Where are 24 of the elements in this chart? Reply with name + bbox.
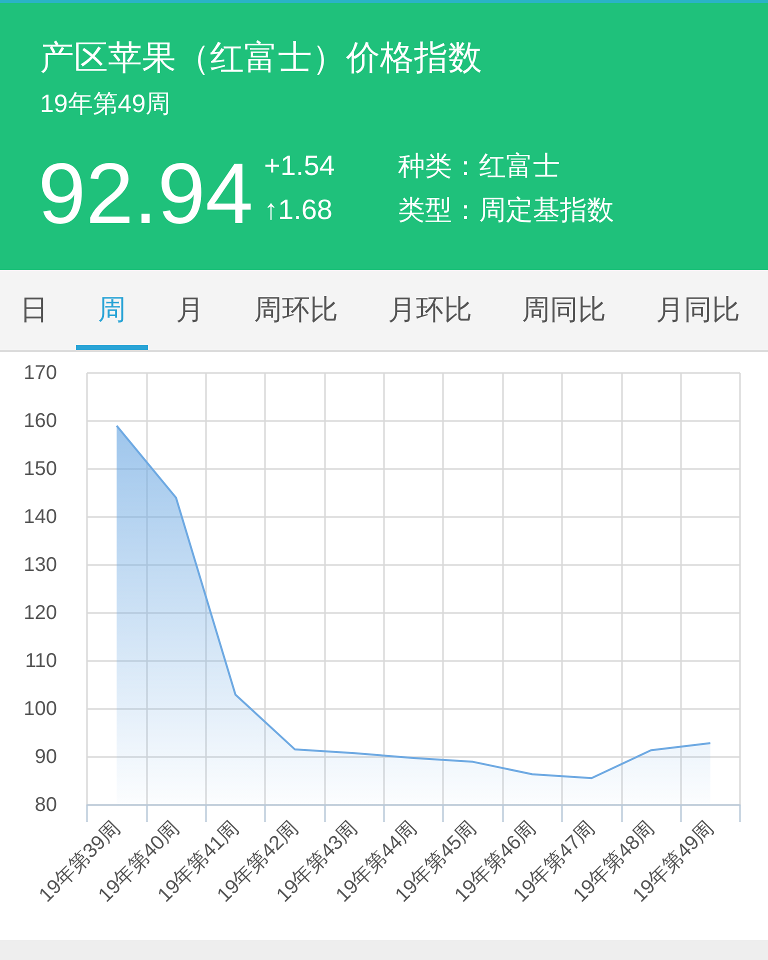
text: 日 [20,293,48,327]
y-tick-label: 140 [24,506,57,528]
text: 92.94 [38,146,254,242]
text: ↑1.68 [264,193,332,227]
y-tick-label: 120 [24,602,57,624]
y-tick-label: 170 [24,362,57,384]
text: 类型：周定基指数 [398,194,614,227]
chart-title: 产区苹果（红富士）价格指数 [40,38,482,79]
y-tick-label: 160 [24,410,57,432]
text: 周同比 [522,293,606,327]
y-tick-label: 130 [24,554,57,576]
text: 月环比 [388,293,472,327]
y-tick-label: 110 [25,650,57,672]
y-tick-label: 150 [24,458,57,480]
y-tick-label: 80 [34,794,57,816]
text: 月同比 [656,293,740,327]
y-tick-label: 100 [24,698,57,720]
text: 种类：红富士 [398,150,560,183]
text: 月 [176,293,204,327]
chart-subtitle: 19年第49周 [40,89,171,120]
text: +1.54 [264,149,335,183]
text: 周环比 [254,293,338,327]
y-tick-label: 90 [34,746,57,768]
text: 周 [98,293,126,327]
